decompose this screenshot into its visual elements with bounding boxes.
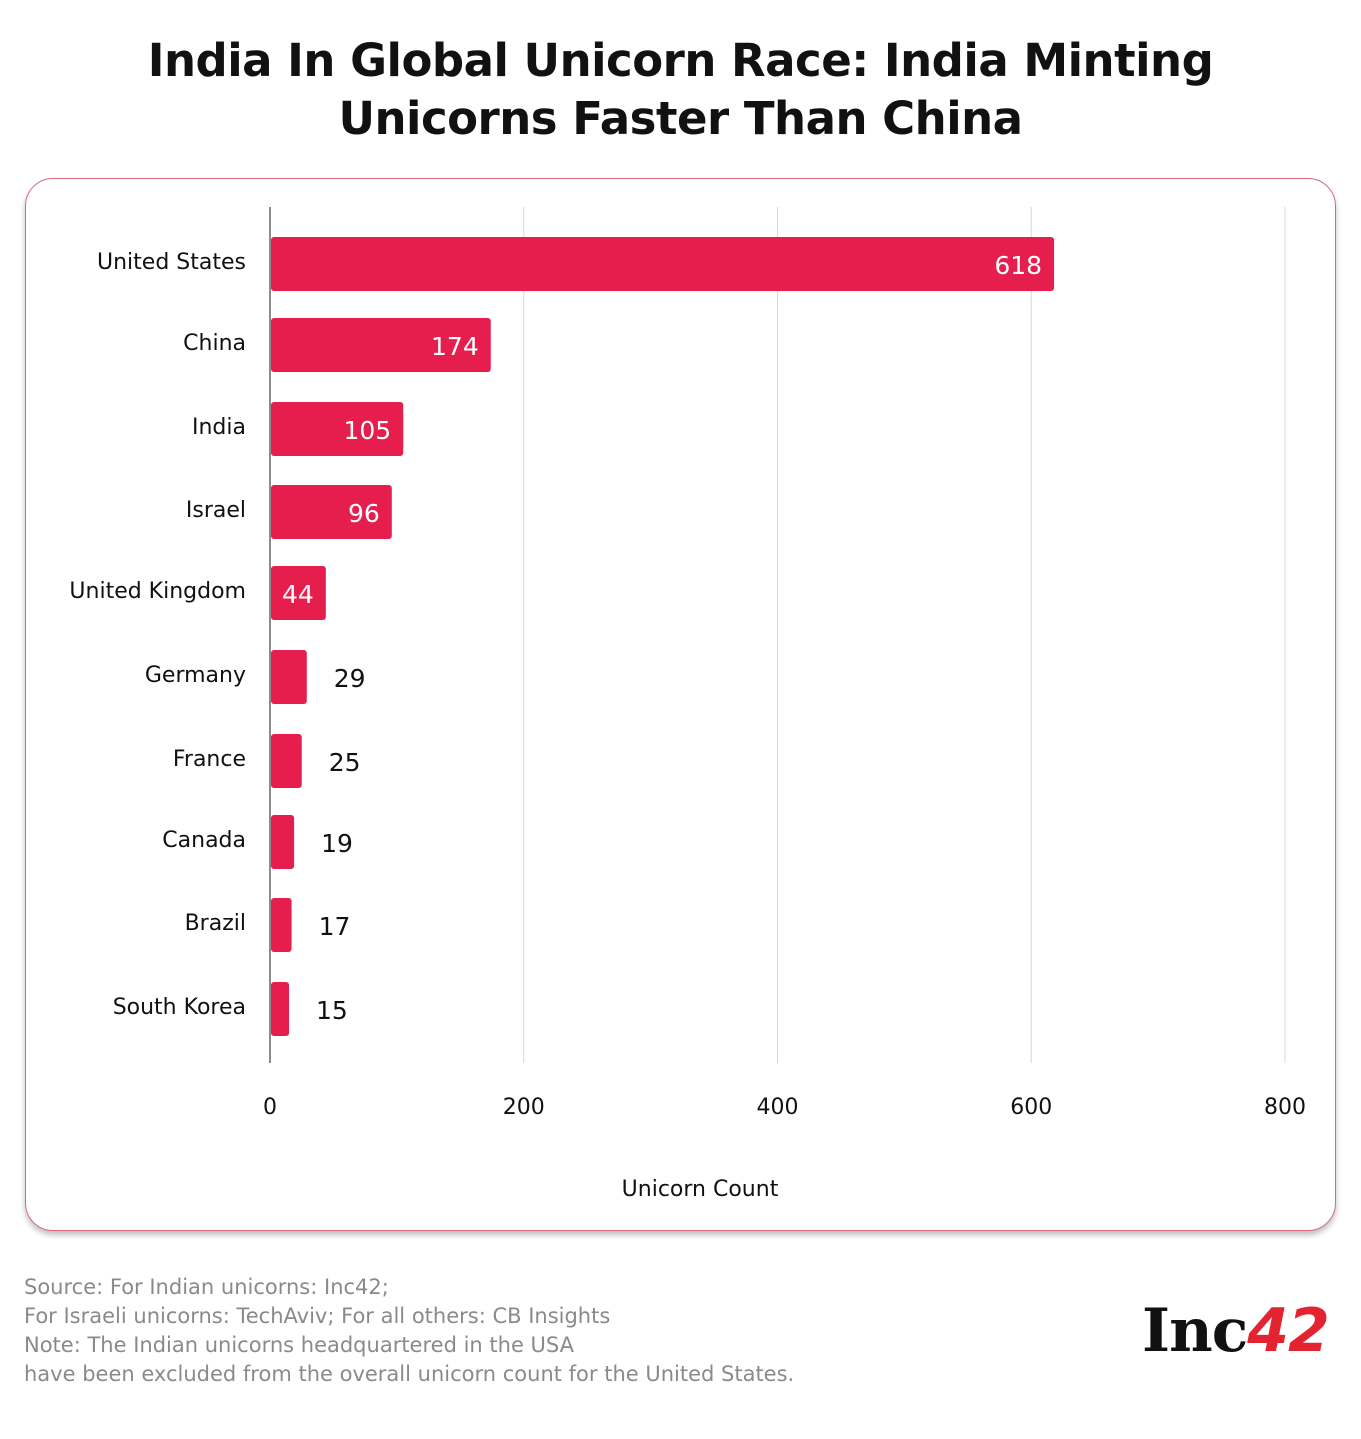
note-line: Note: The Indian unicorns headquartered … bbox=[24, 1333, 574, 1357]
data-label: 618 bbox=[994, 251, 1042, 280]
data-label: 29 bbox=[334, 664, 366, 693]
note-line: have been excluded from the overall unic… bbox=[24, 1362, 795, 1386]
x-axis-title: Unicorn Count bbox=[622, 1177, 779, 1202]
y-category-label: France bbox=[173, 747, 246, 772]
x-tick-label: 800 bbox=[1264, 1095, 1306, 1120]
bar bbox=[271, 237, 1055, 291]
logo-text: Inc bbox=[1142, 1296, 1248, 1366]
x-tick-label: 0 bbox=[263, 1095, 277, 1120]
y-category-label: Israel bbox=[186, 498, 246, 523]
bar bbox=[271, 650, 307, 704]
title-line-2: Unicorns Faster Than China bbox=[338, 92, 1023, 145]
y-category-label: United Kingdom bbox=[69, 579, 246, 604]
bar bbox=[271, 734, 302, 788]
x-tick-label: 400 bbox=[757, 1095, 799, 1120]
x-tick-label: 600 bbox=[1010, 1095, 1052, 1120]
y-category-label: Germany bbox=[145, 663, 246, 688]
source-notes: Source: For Indian unicorns: Inc42; For … bbox=[24, 1273, 794, 1389]
data-label: 44 bbox=[282, 580, 314, 609]
data-label: 174 bbox=[431, 332, 479, 361]
note-line: Source: For Indian unicorns: Inc42; bbox=[24, 1275, 389, 1299]
chart-card bbox=[25, 178, 1336, 1231]
bar bbox=[271, 318, 491, 372]
data-label: 25 bbox=[329, 748, 361, 777]
x-tick-label: 200 bbox=[503, 1095, 545, 1120]
bar bbox=[271, 898, 292, 952]
bar bbox=[271, 815, 295, 869]
chart-title: India In Global Unicorn Race: India Mint… bbox=[0, 32, 1361, 148]
title-line-1: India In Global Unicorn Race: India Mint… bbox=[147, 34, 1214, 87]
data-label: 105 bbox=[344, 416, 392, 445]
y-category-label: Brazil bbox=[185, 911, 246, 936]
y-category-label: China bbox=[183, 331, 246, 356]
bar bbox=[271, 485, 392, 539]
y-category-label: United States bbox=[97, 250, 246, 275]
data-label: 19 bbox=[321, 829, 353, 858]
bar bbox=[271, 402, 404, 456]
bar bbox=[271, 982, 290, 1036]
y-category-label: South Korea bbox=[113, 995, 246, 1020]
data-label: 96 bbox=[348, 499, 380, 528]
data-label: 17 bbox=[319, 912, 351, 941]
inc42-logo: Inc42 bbox=[1142, 1296, 1330, 1366]
logo-accent: 42 bbox=[1247, 1296, 1329, 1366]
y-category-label: India bbox=[192, 415, 246, 440]
note-line: For Israeli unicorns: TechAviv; For all … bbox=[24, 1304, 611, 1328]
data-label: 15 bbox=[316, 996, 348, 1025]
y-category-label: Canada bbox=[162, 828, 246, 853]
bar bbox=[271, 566, 326, 620]
